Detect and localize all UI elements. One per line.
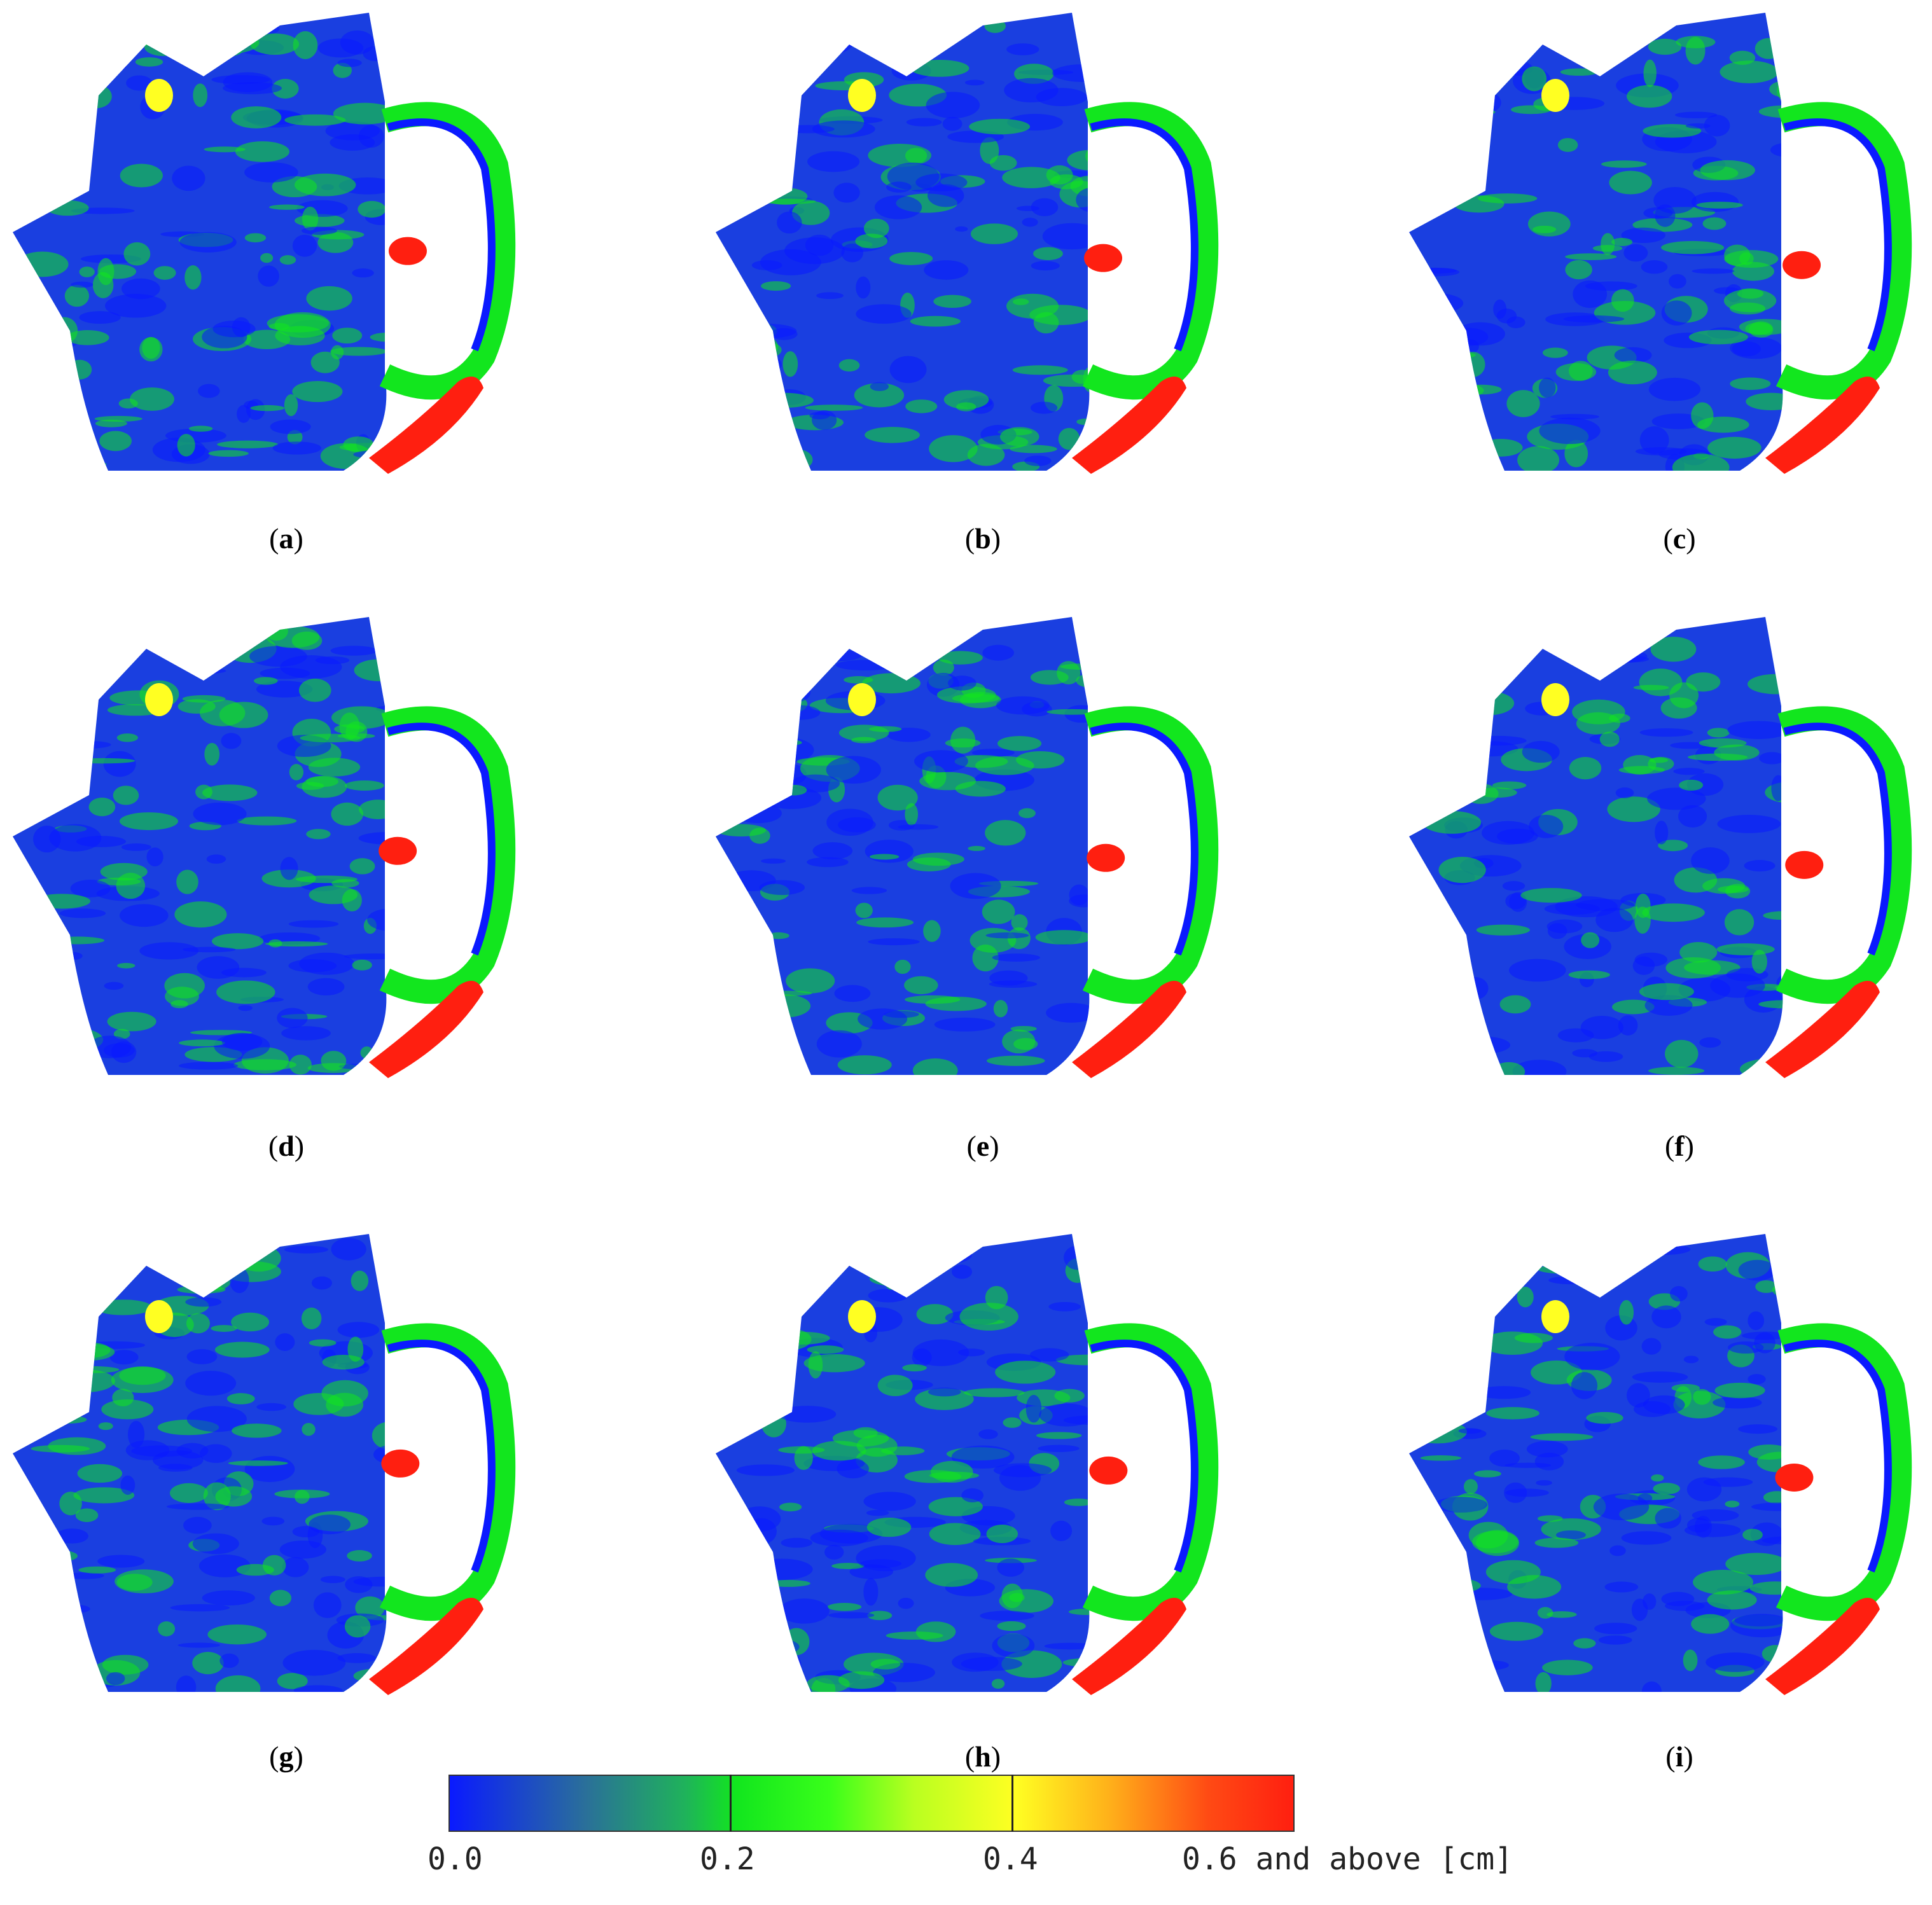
panel-label-a: (a) (269, 522, 303, 555)
colorbar-tick-0.4 (1011, 1775, 1013, 1832)
panel-label-b: (b) (964, 522, 1001, 555)
colorbar-label-0: 0.0 (427, 1841, 483, 1877)
pointcloud-heatmap-e (716, 617, 1219, 1078)
panel-f (1409, 604, 1932, 1088)
panel-label-d: (d) (268, 1130, 305, 1162)
panel-label-f: (f) (1665, 1130, 1694, 1162)
panel-label-e: (e) (966, 1130, 999, 1162)
panel-h (716, 1221, 1275, 1705)
colorbar-label-2: 0.4 (983, 1841, 1038, 1877)
colorbar-gradient (450, 1776, 1293, 1831)
colorbar-label-3: 0.6 and above [cm] (1182, 1841, 1513, 1877)
panel-label-c: (c) (1663, 522, 1696, 555)
pointcloud-heatmap-c (1409, 13, 1912, 474)
colorbar (448, 1775, 1295, 1832)
colorbar-tick-0.2 (730, 1775, 732, 1832)
pointcloud-heatmap-d (13, 617, 516, 1078)
panel-label-g: (g) (269, 1740, 303, 1773)
panel-i (1409, 1221, 1932, 1705)
pointcloud-heatmap-g (13, 1234, 516, 1695)
panel-e (716, 604, 1275, 1088)
colorbar-label-1: 0.2 (700, 1841, 755, 1877)
pointcloud-heatmap-b (716, 13, 1219, 474)
panel-a (13, 0, 573, 483)
panel-b (716, 0, 1275, 483)
panel-d (13, 604, 573, 1088)
pointcloud-heatmap-f (1409, 617, 1912, 1078)
panel-label-i: (i) (1665, 1740, 1693, 1773)
pointcloud-heatmap-a (13, 13, 516, 474)
panel-label-h: (h) (964, 1740, 1001, 1773)
panel-g (13, 1221, 573, 1705)
pointcloud-heatmap-i (1409, 1234, 1912, 1695)
panel-c (1409, 0, 1932, 483)
pointcloud-heatmap-h (716, 1234, 1219, 1695)
